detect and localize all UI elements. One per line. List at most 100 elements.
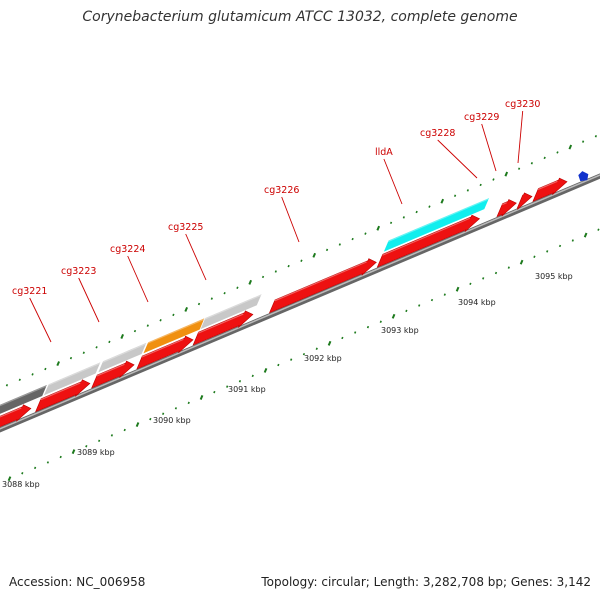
gene-label-cg3223[interactable]: cg3223 [61,266,96,277]
minor-tick [223,291,226,295]
minor-tick [597,228,600,231]
minor-tick [533,255,536,258]
minor-tick [162,412,165,415]
scale-label: 3088 kbp [2,480,40,489]
cds-arrow[interactable] [376,214,481,268]
major-tick [391,313,396,319]
minor-tick [405,309,408,313]
minor-tick [261,275,265,279]
backbone-line [0,173,600,433]
major-tick [376,225,381,231]
scale-label: 3090 kbp [153,416,191,425]
leader-line [185,233,207,281]
gene-label-cg3224[interactable]: cg3224 [110,244,145,255]
marker-track [578,171,589,182]
cds-arrow[interactable] [0,404,32,449]
minor-tick [469,282,472,286]
cds-arrow-shine [141,338,184,358]
leader-line [29,297,52,343]
cds-arrow-shine [40,382,81,401]
genome-info-text: Topology: circular; Length: 3,282,708 bp… [261,575,591,589]
minor-tick [44,367,47,371]
map-title: Corynebacterium glutamicum ATCC 13032, c… [82,9,518,25]
scale-label: 3093 kbp [381,326,419,335]
minor-tick [210,297,213,300]
cds-arrow[interactable] [136,335,194,370]
minor-tick [33,466,37,470]
accession-text: Accession: NC_006958 [9,575,146,589]
backbone-highlight [0,174,600,430]
gene-bar-dark-shine [0,385,47,407]
minor-tick [95,346,98,349]
gene-bar-cg3223-shine [102,343,147,363]
gene-label-cg3221[interactable]: cg3221 [12,286,47,297]
leader-line [127,255,149,303]
minor-tick [546,250,549,253]
minor-tick [149,417,152,421]
lower-tick-track [7,228,600,482]
major-tick [263,367,268,373]
minor-tick [494,271,498,275]
cds-arrow-shine [382,217,471,256]
gene-label-cg3225[interactable]: cg3225 [168,222,203,233]
major-tick [440,198,445,204]
minor-tick [594,134,598,138]
leader-line [78,277,100,323]
minor-tick [97,439,101,443]
cds-arrow[interactable] [268,258,377,314]
major-tick [120,334,124,339]
minor-tick [146,324,149,327]
cds-arrow[interactable] [91,360,135,389]
gene-label-cg3226[interactable]: cg3226 [264,185,299,196]
minor-tick [430,298,434,302]
gene-bar-cg3223[interactable] [98,342,147,373]
gene-bar-cg3221[interactable] [44,362,101,396]
cds-arrow[interactable] [532,177,568,202]
minor-tick [351,237,354,241]
minor-tick [123,428,126,432]
minor-tick [274,270,277,273]
gene-label-cg3229[interactable]: cg3229 [464,112,499,123]
minor-tick [302,352,306,356]
gene-label-lldA[interactable]: lldA [375,147,393,158]
cds-arrow-shine [96,363,125,377]
cds-arrow[interactable] [516,192,533,210]
minor-tick [556,151,559,154]
scale-label: 3091 kbp [228,385,266,394]
cds-arrow-shine [537,180,558,190]
cds-track [0,177,568,449]
leader-line [481,123,497,172]
gene-bar-lldA[interactable] [383,198,489,252]
gene-label-cg3230[interactable]: cg3230 [505,99,540,110]
cds-arrow[interactable] [192,310,254,346]
minor-tick [366,325,370,329]
minor-tick [389,221,393,225]
cds-arrow-shine [274,261,367,302]
major-tick [583,232,588,238]
minor-tick [238,380,242,383]
gene-bar-cg3225[interactable] [200,294,262,330]
minor-tick [226,385,229,388]
minor-tick [174,407,178,410]
cds-arrow[interactable] [496,199,517,218]
gene-label-cg3228[interactable]: cg3228 [420,128,455,139]
major-tick [455,286,460,292]
blue-marker[interactable] [578,171,589,182]
gene-bar-cg3225-shine [204,294,262,320]
minor-tick [290,358,293,361]
gene-track [0,198,489,418]
gene-bar-cg3224[interactable] [143,318,205,354]
gene-bar-dark[interactable] [0,385,47,418]
cds-arrow[interactable] [35,379,91,413]
minor-tick [287,264,290,268]
minor-tick [59,455,62,459]
minor-tick [428,205,431,208]
minor-tick [482,277,485,280]
minor-tick [277,363,280,367]
major-tick [7,476,12,482]
leader-line [437,139,478,179]
gene-bar-cg3221-shine [48,362,101,386]
gene-bar-cg3224-shine [147,318,205,344]
cds-arrow-shine [197,313,244,334]
minor-tick [315,347,318,351]
